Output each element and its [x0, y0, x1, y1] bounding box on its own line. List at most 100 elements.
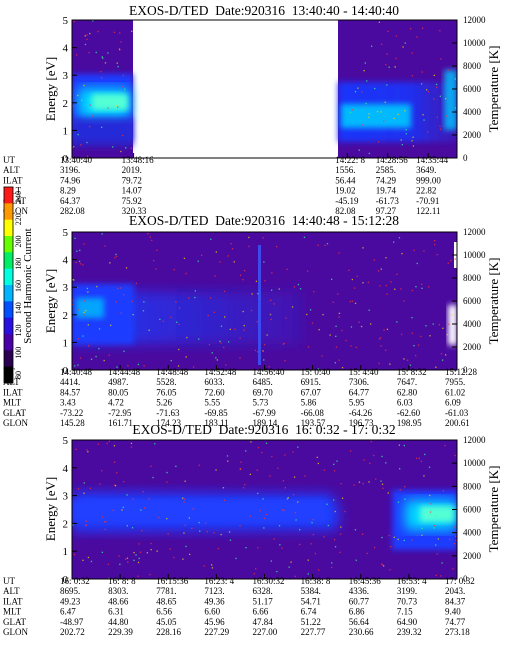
panel-2-speckle — [73, 279, 75, 281]
panel-2-speckle — [79, 357, 82, 359]
panel-2-orbit-value: 15: 0:40 — [301, 367, 331, 377]
panel-3-speckle — [369, 462, 371, 464]
panel-3-speckle — [363, 459, 365, 461]
panel-3-speckle — [75, 448, 77, 450]
panel-2-speckle — [307, 270, 309, 272]
panel-1-orbit-value: -45.19 — [335, 196, 359, 206]
panel-2-speckle — [394, 288, 396, 290]
panel-3-speckle — [327, 524, 329, 527]
panel-3-speckle — [307, 573, 309, 575]
panel-2-speckle — [243, 325, 245, 327]
panel-1-speckle — [104, 62, 107, 64]
panel-3-speckle — [436, 553, 438, 555]
panel-2-speckle — [311, 322, 314, 324]
colorbar-swatch — [4, 252, 13, 270]
panel-3-speckle — [169, 548, 171, 550]
panel-1-speckle — [89, 126, 91, 128]
panel-3-speckle — [192, 508, 194, 510]
panel-1-speckle — [421, 71, 423, 73]
panel-3-speckle — [138, 557, 140, 560]
panel-2-speckle — [76, 286, 78, 289]
panel-2-ytick-label: 3 — [63, 282, 69, 294]
panel-3-orbit-value: 45.05 — [156, 617, 177, 627]
panel-2-speckle — [132, 314, 134, 316]
panel-3-speckle — [184, 524, 186, 526]
panel-1-orbit-value: 13:48:16 — [122, 155, 155, 165]
panel-2-speckle — [442, 327, 444, 329]
colorbar-swatch — [4, 219, 13, 237]
panel-2-speckle — [400, 288, 402, 290]
panel-3-speckle — [262, 498, 264, 500]
panel-3-orbit-value: 6.31 — [108, 607, 124, 617]
panel-3-speckle — [130, 446, 133, 448]
panel-3-speckle — [398, 444, 400, 446]
panel-2-speckle — [233, 261, 235, 263]
panel-2-speckle — [362, 247, 364, 249]
panel-1-ylabel-right: Temperature [K] — [486, 46, 501, 133]
panel-3-speckle — [362, 533, 364, 535]
panel-2-speckle — [250, 309, 253, 312]
panel-1-speckle — [410, 28, 412, 30]
panel-3-band-right-core — [420, 506, 454, 522]
panel-1-speckle — [349, 111, 352, 114]
panel-3-speckle — [83, 492, 85, 494]
panel-2-speckle — [398, 237, 401, 239]
panel-3-speckle — [287, 497, 289, 499]
panel-2-speckle — [417, 344, 420, 346]
panel-2-speckle — [229, 328, 231, 330]
panel-1-speckle — [361, 91, 363, 93]
panel-2-speckle — [83, 300, 86, 302]
panel-3-speckle — [339, 551, 341, 553]
panel-2-speckle — [197, 260, 199, 262]
panel-3-orbit-row-label: GLAT — [3, 617, 26, 627]
panel-2-orbit-value: 15: 8:32 — [397, 367, 427, 377]
panel-3-speckle — [222, 487, 225, 489]
panel-3-orbit-value: 56.64 — [349, 617, 370, 627]
panel-2-speckle — [447, 262, 449, 264]
panel-2-speckle — [379, 337, 382, 339]
panel-1-orbit-value: 3649. — [416, 165, 436, 175]
panel-2-speckle — [420, 335, 422, 338]
panel-3-speckle — [323, 536, 325, 538]
panel-2-orbit-value: 14:44:48 — [108, 367, 141, 377]
panel-2-orbit-value: 67.07 — [301, 387, 322, 397]
panel-3-speckle — [232, 577, 234, 579]
panel-1-speckle — [83, 84, 85, 87]
panel-2-speckle — [82, 335, 84, 337]
panel-3-speckle — [148, 498, 150, 500]
panel-2-orbit-value: 145.28 — [60, 418, 85, 428]
panel-3-orbit-value: 7781. — [156, 586, 176, 596]
panel-2-speckle — [396, 321, 398, 323]
panel-2-speckle — [355, 346, 357, 348]
panel-3-speckle — [370, 440, 372, 443]
panel-2-speckle — [142, 310, 145, 312]
panel-2-speckle — [262, 350, 264, 352]
panel-3-speckle — [276, 570, 278, 573]
panel-1-speckle — [416, 36, 418, 38]
panel-3-speckle — [105, 520, 107, 523]
panel-1-orbit-value: 75.92 — [122, 196, 142, 206]
panel-2-orbit-value: 72.60 — [204, 387, 225, 397]
panel-3-speckle — [131, 527, 134, 529]
panel-3-orbit-value: 16:38: 8 — [301, 576, 331, 586]
panel-2-speckle — [109, 262, 111, 264]
panel-3-orbit-value: 51.22 — [301, 617, 321, 627]
panel-1-band-low — [72, 118, 133, 148]
panel-2-speckle — [213, 311, 215, 313]
panel-2-speckle — [268, 366, 270, 368]
panel-3-speckle — [191, 527, 193, 529]
panel-3-speckle — [312, 519, 314, 521]
panel-3-orbit-value: 84.37 — [445, 596, 466, 606]
panel-3-speckle — [293, 476, 296, 478]
panel-2-speckle — [117, 287, 119, 290]
panel-3-ytick-label: 0 — [63, 574, 69, 586]
panel-1-speckle — [102, 57, 104, 59]
panel-2-orbit-value: 14:52:48 — [204, 367, 237, 377]
panel-2-speckle — [413, 345, 415, 347]
panel-3-speckle — [133, 552, 135, 554]
panel-3-speckle — [340, 526, 342, 528]
panel-3-speckle — [290, 561, 292, 563]
panel-1-speckle — [77, 94, 79, 97]
panel-2-speckle — [389, 363, 391, 365]
panel-2-speckle — [240, 274, 242, 276]
